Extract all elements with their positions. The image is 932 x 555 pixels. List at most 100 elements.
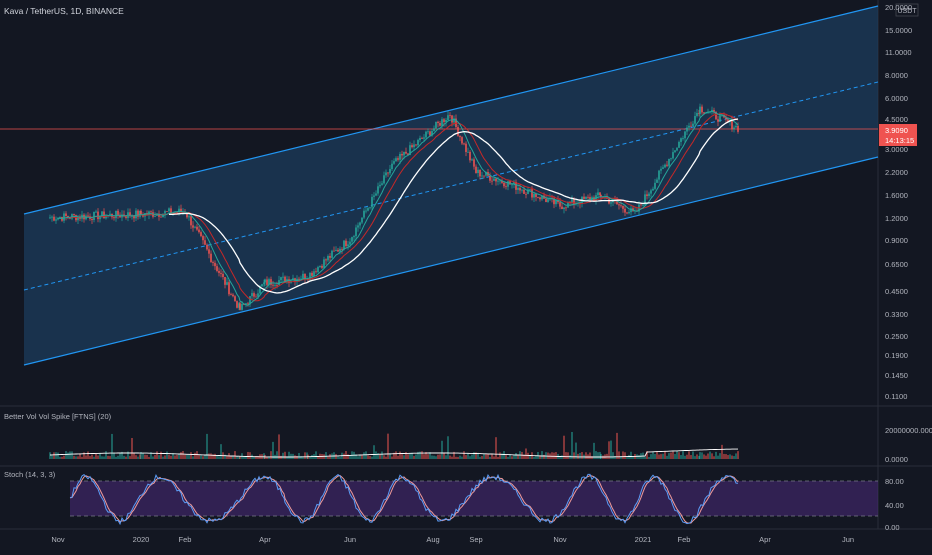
volume-bar xyxy=(497,456,499,459)
volume-bar xyxy=(345,451,347,459)
volume-bar xyxy=(401,454,403,459)
candle-body xyxy=(369,207,371,209)
volume-bar xyxy=(255,456,257,459)
candle-body xyxy=(692,123,694,127)
volume-bar xyxy=(156,451,158,459)
volume-bar xyxy=(218,456,220,459)
volume-bar xyxy=(210,453,212,459)
candle-body xyxy=(684,131,686,139)
candle-body xyxy=(630,208,632,213)
volume-bar xyxy=(565,452,567,459)
candle-body xyxy=(640,204,642,206)
candle-body xyxy=(230,294,232,296)
volume-bar xyxy=(626,456,628,459)
candle-body xyxy=(563,207,565,210)
volume-bar xyxy=(539,455,541,459)
candle-body xyxy=(674,150,676,153)
candle-body xyxy=(319,265,321,268)
currency-badge[interactable] xyxy=(895,3,919,17)
candle-body xyxy=(409,145,411,156)
volume-bar xyxy=(397,455,399,459)
volume-bar xyxy=(431,455,433,459)
volume-bar xyxy=(385,456,387,459)
candle-body xyxy=(268,279,270,285)
candle-body xyxy=(220,272,222,274)
volume-bar xyxy=(212,454,214,459)
candle-body xyxy=(733,127,735,130)
candle-body xyxy=(270,279,272,285)
volume-bar xyxy=(597,452,599,459)
volume-bar xyxy=(491,454,493,459)
volume-bar xyxy=(719,453,721,459)
candle-body xyxy=(682,138,684,139)
volume-bar xyxy=(150,452,152,459)
candle-body xyxy=(135,210,137,219)
volume-bar xyxy=(630,451,632,459)
candle-body xyxy=(616,201,618,205)
volume-bar xyxy=(268,456,270,459)
volume-bar xyxy=(678,452,680,459)
candle-body xyxy=(654,182,656,189)
volume-bar xyxy=(612,452,614,459)
time-axis[interactable]: Nov 2020 Feb Apr Jun Aug Sep Nov 2021 Fe… xyxy=(51,535,854,544)
volume-bar xyxy=(61,456,63,459)
channel-lower-line[interactable] xyxy=(23,156,879,366)
price-tick: 6.0000 xyxy=(885,94,908,103)
stoch-indicator-label[interactable]: Stoch (14, 3, 3) xyxy=(4,470,56,479)
volume-tick: 20000000.0000 xyxy=(885,426,932,435)
candle-body xyxy=(176,212,178,213)
candle-body xyxy=(658,170,660,180)
candle-body xyxy=(690,125,692,127)
volume-bar xyxy=(441,440,443,459)
last-price-label[interactable] xyxy=(879,124,917,146)
price-tick: 0.1900 xyxy=(885,351,908,360)
volume-bar xyxy=(733,456,735,459)
candle-body xyxy=(327,255,329,261)
volume-indicator-label[interactable]: Better Vol Vol Spike [FTNS] (20) xyxy=(4,412,112,421)
volume-bar xyxy=(93,456,95,459)
last-price-value: 3.9090 xyxy=(885,126,908,135)
volume-bar xyxy=(405,452,407,459)
volume-bar xyxy=(713,456,715,459)
volume-bar xyxy=(164,455,166,459)
volume-bar xyxy=(243,455,245,459)
candle-body xyxy=(541,195,543,200)
candle-body xyxy=(405,151,407,154)
stoch-tick: 80.00 xyxy=(885,477,904,486)
volume-bar xyxy=(51,455,53,459)
volume-bar xyxy=(543,454,545,459)
volume-bar xyxy=(654,453,656,459)
candle-body xyxy=(363,210,365,218)
volume-bar xyxy=(204,454,206,459)
volume-bar xyxy=(419,451,421,459)
volume-bar xyxy=(133,452,135,459)
candle-body xyxy=(711,109,713,112)
volume-bar xyxy=(200,455,202,459)
volume-bar xyxy=(682,451,684,459)
candle-body xyxy=(131,215,133,217)
volume-bar xyxy=(638,454,640,459)
candle-body xyxy=(433,128,435,131)
volume-bar xyxy=(493,456,495,459)
volume-bar xyxy=(517,454,519,459)
channel-upper-line[interactable] xyxy=(23,5,879,215)
candle-body xyxy=(453,118,455,123)
time-tick: Apr xyxy=(259,535,271,544)
candle-body xyxy=(67,216,69,218)
candle-body xyxy=(365,210,367,212)
candle-body xyxy=(278,280,280,286)
volume-bar xyxy=(529,455,531,459)
volume-bar xyxy=(337,456,339,459)
volume-bar xyxy=(347,454,349,459)
candle-body xyxy=(232,294,234,297)
volume-bar xyxy=(469,456,471,459)
candle-body xyxy=(415,144,417,146)
candle-body xyxy=(276,284,278,286)
candle-body xyxy=(105,216,107,219)
volume-bar xyxy=(389,453,391,459)
candle-body xyxy=(670,158,672,160)
candle-body xyxy=(349,241,351,245)
price-axis[interactable]: 20.0000 15.0000 11.0000 8.0000 6.0000 4.… xyxy=(885,3,912,401)
volume-bar xyxy=(239,456,241,459)
